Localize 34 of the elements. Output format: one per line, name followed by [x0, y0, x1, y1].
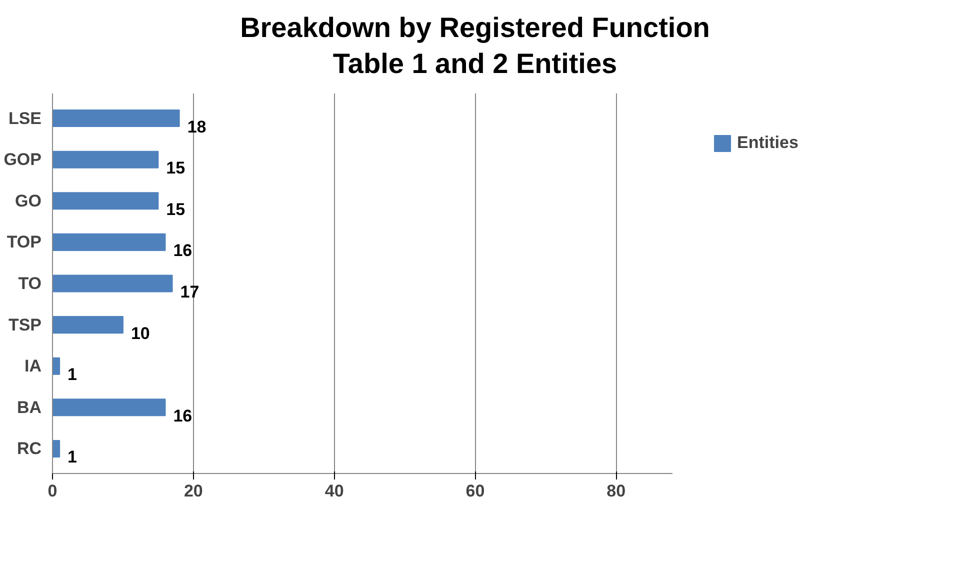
x-tick-label: 80 [606, 481, 626, 500]
x-tick-label: 60 [466, 481, 485, 500]
y-tick-label: RC [16, 439, 42, 458]
bar [52, 192, 159, 210]
chart-title: Breakdown by Registered Function Table 1 and 2 Entities [240, 11, 710, 82]
data-label: 16 [173, 240, 192, 260]
y-tick-label: GO [15, 191, 42, 210]
bar [52, 440, 60, 458]
y-tick-label: GOP [4, 150, 42, 169]
data-label: 15 [166, 158, 186, 178]
y-tick-label: IA [24, 356, 42, 376]
bar [52, 109, 180, 127]
x-tick-label: 0 [48, 481, 58, 500]
data-label: 10 [130, 324, 150, 343]
data-label: 15 [166, 200, 186, 219]
bar [52, 398, 166, 416]
bar [52, 316, 124, 334]
bar [52, 357, 60, 375]
x-tick-label: 40 [324, 481, 344, 500]
bar [52, 274, 173, 292]
bar [52, 233, 166, 251]
data-label: 17 [180, 282, 200, 302]
y-tick-label: LSE [8, 108, 42, 128]
bar [52, 150, 159, 168]
y-tick-label: TSP [8, 315, 42, 334]
legend-label: Entities [737, 132, 798, 153]
y-tick-label: TO [18, 274, 42, 293]
data-label: 16 [173, 406, 192, 426]
data-label: 18 [187, 117, 206, 136]
y-tick-label: BA [16, 398, 42, 417]
x-tick-label: 20 [184, 481, 203, 500]
y-tick-label: TOP [6, 232, 42, 252]
data-label: 1 [68, 448, 78, 466]
data-label: 1 [68, 364, 78, 384]
